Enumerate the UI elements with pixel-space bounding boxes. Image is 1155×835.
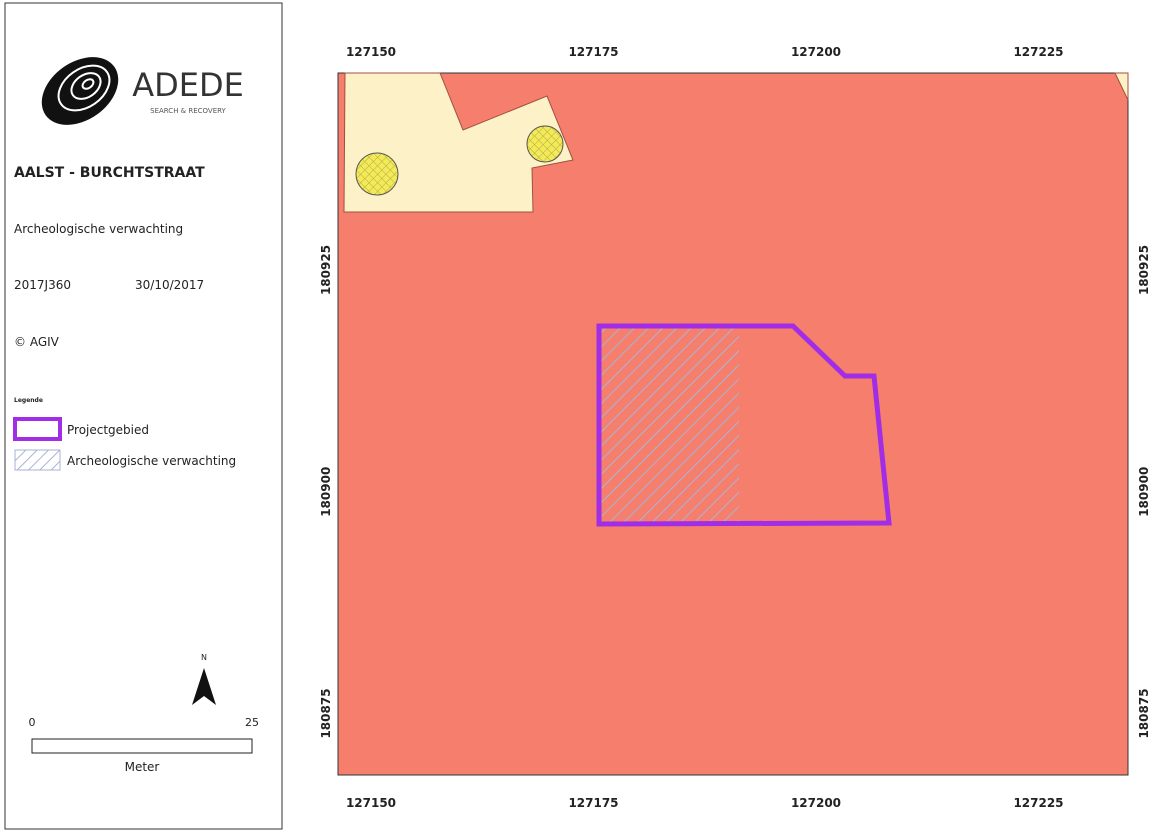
x-tick-label: 127200 — [791, 45, 841, 59]
x-tick-label: 127225 — [1013, 796, 1063, 810]
x-tick-label: 127175 — [568, 796, 618, 810]
coordinate-ticks: 127150 127150 127175 127175 127200 127200 1272… — [319, 45, 1151, 810]
legend-swatch — [14, 449, 61, 471]
zone — [1114, 72, 1129, 101]
logo-icon — [41, 57, 119, 125]
y-tick-label: 180900 — [319, 467, 333, 517]
logo-tagline: SEARCH & RECOVERY — [150, 107, 226, 115]
legend-label: Projectgebied — [67, 423, 149, 437]
legend-swatch — [13, 417, 62, 441]
y-tick-label: 180875 — [319, 688, 333, 738]
map-title: AALST - BURCHTSTRAAT — [14, 165, 205, 181]
project-area — [596, 323, 892, 527]
x-tick-label: 127175 — [568, 45, 618, 59]
zone — [343, 72, 574, 213]
feature — [355, 152, 399, 196]
x-tick-label: 127150 — [346, 45, 396, 59]
y-tick-label: 180925 — [1137, 245, 1151, 295]
side-panel — [4, 2, 283, 830]
scale-start: 0 — [29, 716, 36, 729]
north-label: N — [201, 653, 207, 662]
map-subtitle: Archeologische verwachting — [14, 222, 183, 236]
scale-bar — [31, 738, 253, 754]
x-tick-label: 127225 — [1013, 45, 1063, 59]
y-tick-label: 180900 — [1137, 467, 1151, 517]
map-date: 30/10/2017 — [135, 278, 204, 292]
map-frame — [337, 72, 1129, 776]
copyright: © AGIV — [14, 335, 60, 349]
scale-unit: Meter — [125, 760, 160, 774]
y-tick-label: 180875 — [1137, 688, 1151, 738]
scale-end: 25 — [245, 716, 259, 729]
expectation-zone — [599, 326, 739, 524]
north-arrow — [192, 668, 216, 705]
project-code: 2017J360 — [14, 278, 71, 292]
x-tick-label: 127200 — [791, 796, 841, 810]
legend-label: Archeologische verwachting — [67, 454, 236, 468]
y-tick-label: 180925 — [319, 245, 333, 295]
logo-name: ADEDE — [132, 66, 244, 104]
legend-title: Legende — [14, 397, 43, 404]
x-tick-label: 127150 — [346, 796, 396, 810]
feature — [526, 125, 564, 163]
